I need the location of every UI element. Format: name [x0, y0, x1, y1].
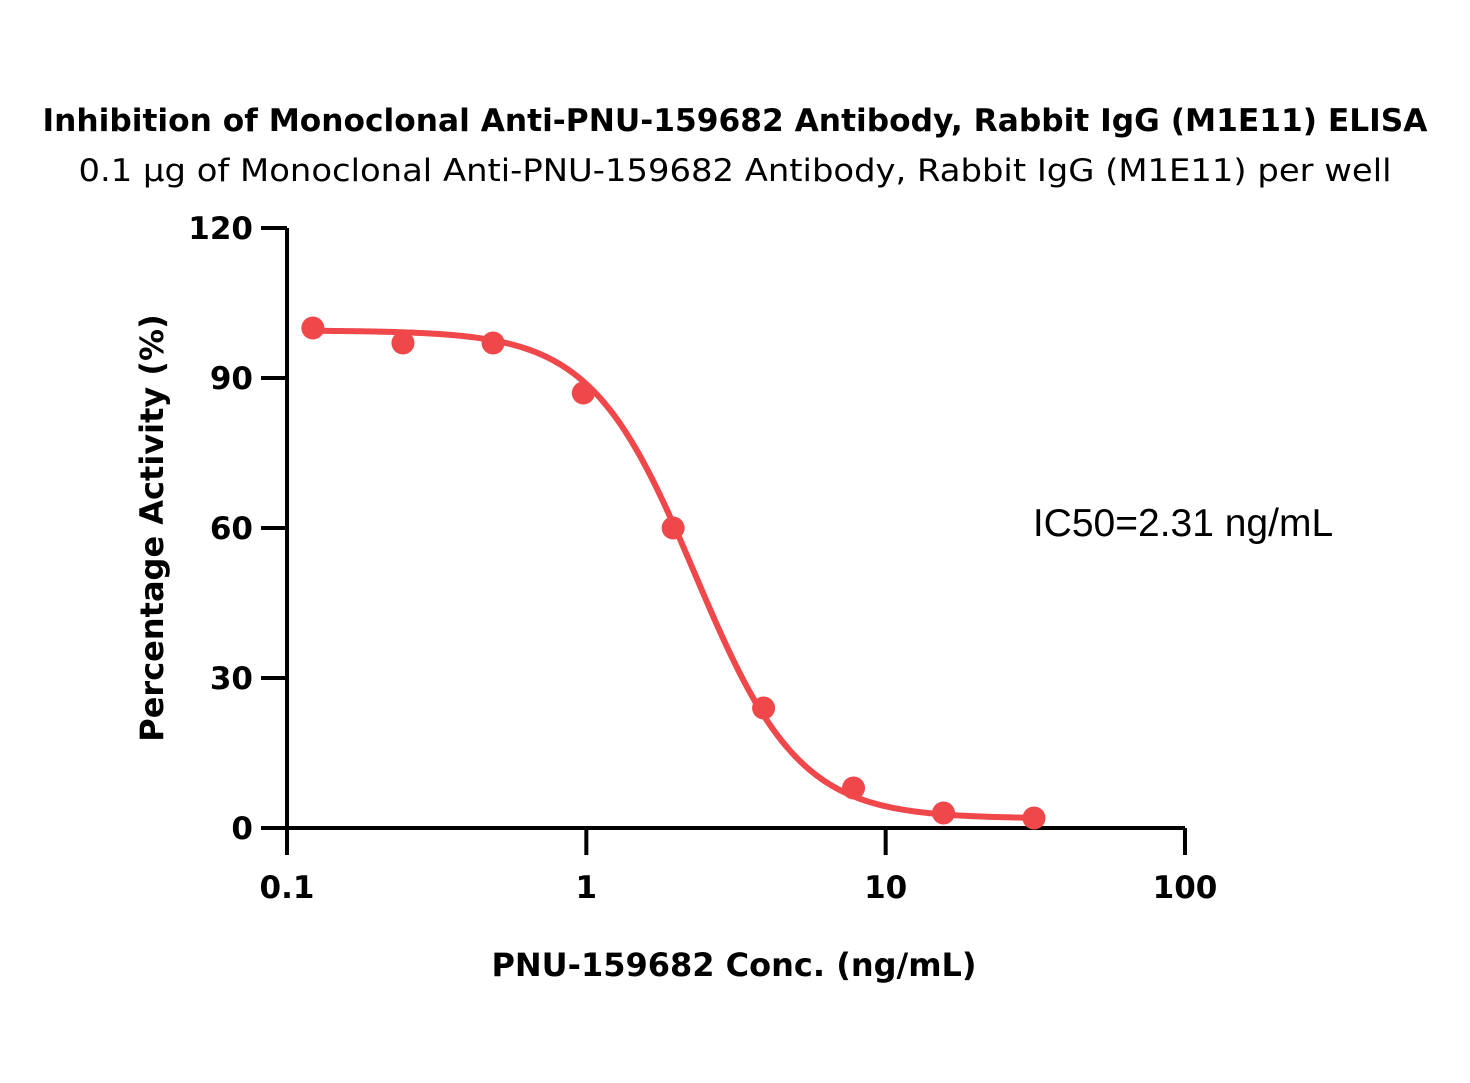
data-point — [752, 696, 776, 720]
y-tick-label: 90 — [210, 361, 253, 397]
y-tick-label: 0 — [231, 811, 253, 847]
data-point — [842, 776, 866, 800]
y-tick-label: 30 — [210, 661, 253, 697]
x-tick-label: 0.1 — [260, 870, 315, 906]
data-points — [301, 316, 1046, 830]
data-point — [481, 331, 505, 355]
x-axis: 0.1 1 10 100 — [260, 826, 1218, 906]
x-tick-label: 1 — [576, 870, 598, 906]
data-point — [571, 381, 595, 405]
y-tick-label: 120 — [188, 211, 253, 247]
fit-curve — [309, 327, 1037, 821]
x-tick-label: 10 — [864, 870, 907, 906]
x-axis-label: PNU-159682 Conc. (ng/mL) — [491, 946, 976, 984]
data-point — [1022, 806, 1046, 830]
y-axis: 0 30 60 90 120 — [188, 211, 289, 847]
ic50-annotation: IC50=2.31 ng/mL — [1033, 502, 1333, 545]
x-tick-label: 100 — [1153, 870, 1218, 906]
data-point — [931, 801, 955, 825]
chart-subtitle: 0.1 µg of Monoclonal Anti-PNU-159682 Ant… — [79, 153, 1392, 189]
y-tick-label: 60 — [210, 511, 253, 547]
y-axis-label: Percentage Activity (%) — [133, 314, 171, 741]
data-point — [391, 331, 415, 355]
data-point — [301, 316, 325, 340]
chart-title: Inhibition of Monoclonal Anti-PNU-159682… — [43, 103, 1428, 139]
data-point — [661, 516, 685, 540]
